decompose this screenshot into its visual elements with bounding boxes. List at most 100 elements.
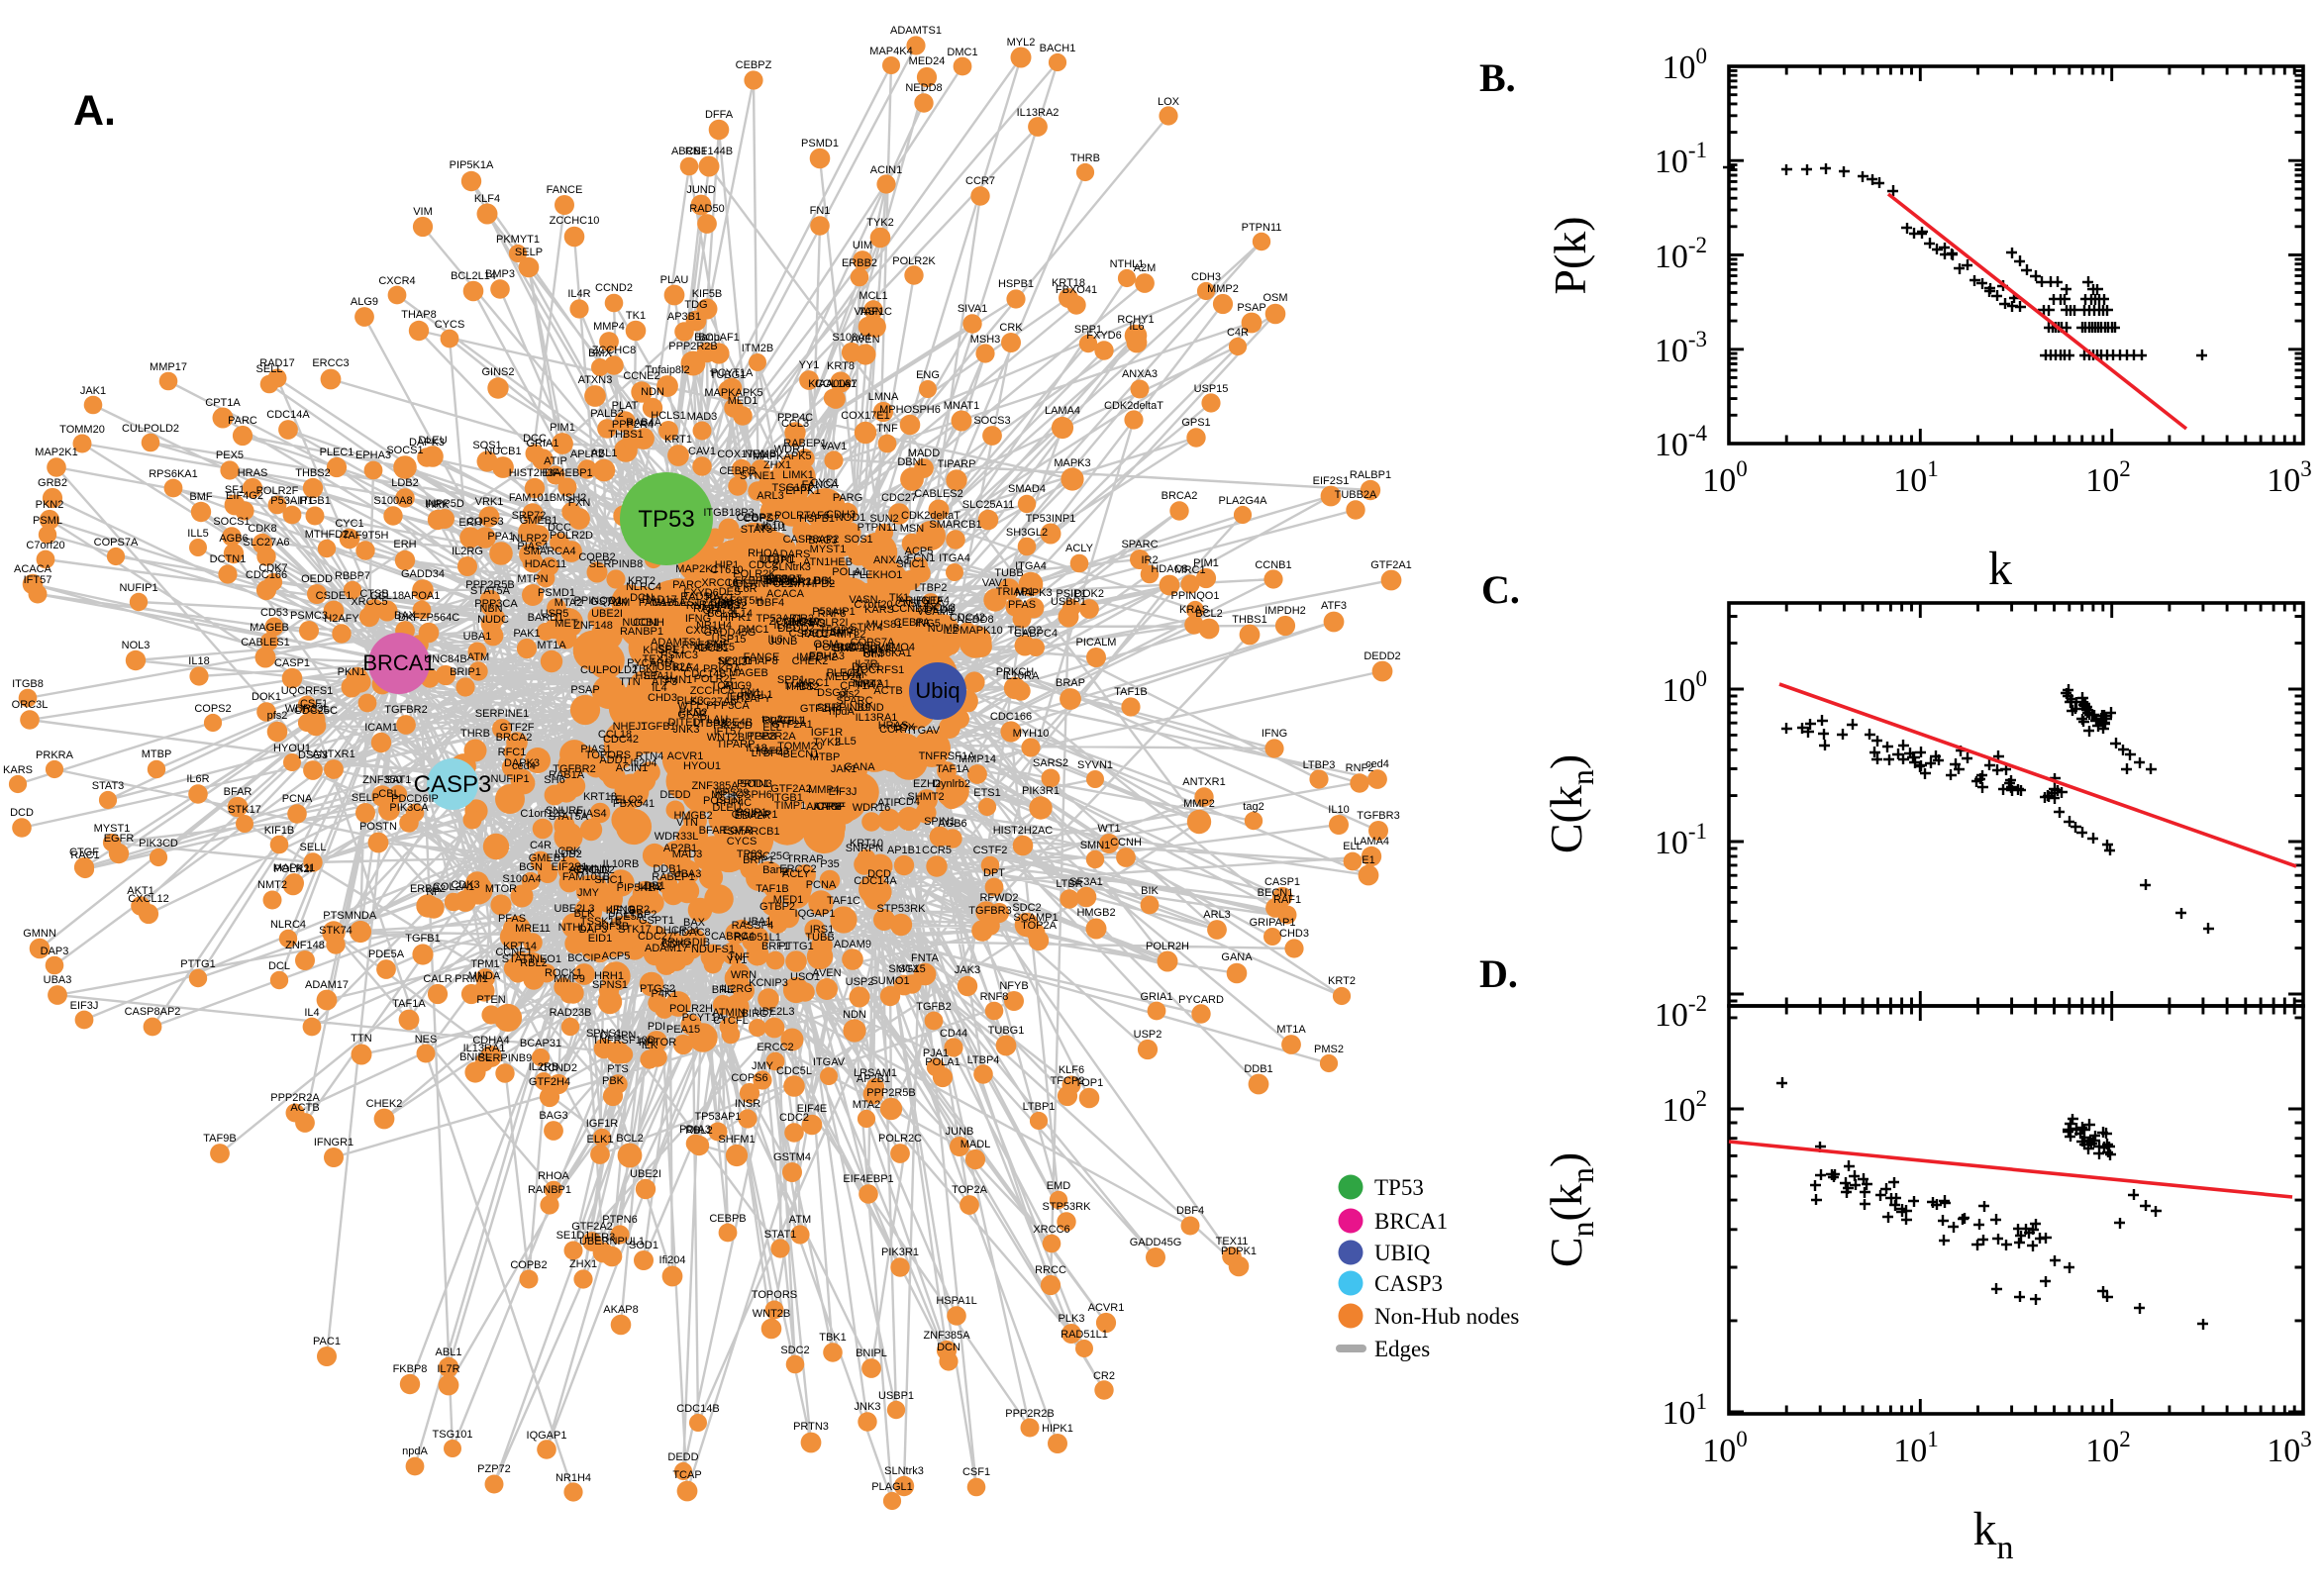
svg-text:A2M: A2M [1134,262,1157,274]
svg-text:Edges: Edges [1374,1337,1430,1361]
svg-text:FNTA: FNTA [916,595,945,607]
svg-text:CSTF2: CSTF2 [973,845,1008,856]
svg-text:CASP3: CASP3 [414,771,492,798]
svg-text:DPT: DPT [983,867,1005,879]
svg-text:CRK: CRK [557,846,581,857]
svg-text:PZP72: PZP72 [477,1463,511,1475]
svg-text:THBS2: THBS2 [784,681,819,693]
svg-text:ITGB8: ITGB8 [745,731,776,743]
svg-text:DCTN1: DCTN1 [210,553,247,565]
svg-text:GINS2: GINS2 [481,366,514,378]
svg-text:GRIPAP1: GRIPAP1 [732,809,778,821]
svg-text:PBK: PBK [602,1075,625,1087]
svg-text:DDB1: DDB1 [653,863,681,875]
svg-text:PSML: PSML [33,515,62,527]
svg-text:PSAP: PSAP [570,684,599,696]
svg-text:SOD1: SOD1 [740,778,769,790]
svg-text:COPS2: COPS2 [743,513,779,525]
svg-text:CDC14B: CDC14B [676,1403,719,1415]
svg-text:STX5: STX5 [898,963,926,975]
svg-text:ITGB8: ITGB8 [12,678,44,690]
svg-text:JAK1: JAK1 [80,385,106,397]
svg-text:STK74: STK74 [319,925,353,937]
svg-text:IL4R: IL4R [567,288,590,300]
svg-text:PICALM: PICALM [1076,637,1117,648]
svg-text:CPT1A: CPT1A [840,680,875,692]
svg-text:APOA1: APOA1 [404,590,441,602]
svg-text:CDC2: CDC2 [749,559,778,571]
svg-text:SHMT2: SHMT2 [907,791,944,803]
svg-text:TPM1: TPM1 [470,958,499,970]
svg-text:HYOU1: HYOU1 [683,760,721,772]
svg-text:IMPDH2: IMPDH2 [1264,605,1306,617]
svg-text:IL4: IL4 [304,1007,319,1019]
svg-text:CFL1: CFL1 [780,715,807,727]
svg-text:JNK3: JNK3 [673,724,700,736]
svg-text:SMAD4: SMAD4 [1008,483,1046,495]
svg-text:MTBP: MTBP [142,748,172,760]
svg-text:SDC2: SDC2 [780,1345,809,1356]
svg-text:STAT3: STAT3 [92,780,125,792]
svg-text:DCN: DCN [937,1342,960,1353]
svg-text:THRB: THRB [460,728,490,740]
svg-text:ARHGDIB: ARHGDIB [660,937,710,948]
svg-text:BGN: BGN [519,861,543,873]
svg-text:PLEC1: PLEC1 [320,447,354,458]
svg-text:DCN: DCN [630,592,654,604]
svg-text:CTGF: CTGF [816,801,846,813]
svg-text:SELP: SELP [515,247,543,258]
svg-text:CDH3: CDH3 [1191,271,1221,283]
svg-text:MT1A: MT1A [537,640,566,651]
svg-text:MCL1: MCL1 [858,290,887,302]
svg-text:MAPK10: MAPK10 [960,625,1002,637]
svg-text:ERH: ERH [393,539,416,550]
svg-text:RPS6KA1: RPS6KA1 [862,648,912,659]
svg-text:NDN: NDN [641,386,664,398]
svg-text:MTHFD2: MTHFD2 [305,529,350,541]
svg-text:ADD1: ADD1 [599,754,628,766]
svg-text:NEDD8: NEDD8 [905,82,942,94]
svg-text:TEX11: TEX11 [643,653,675,665]
svg-text:MTBP: MTBP [810,751,841,763]
svg-text:ITGB1: ITGB1 [299,495,331,507]
svg-text:LDB2: LDB2 [391,477,419,489]
svg-text:STK17: STK17 [618,924,652,936]
svg-text:HIST2H2AC: HIST2H2AC [993,825,1054,837]
svg-text:UBE2I: UBE2I [591,608,623,620]
svg-text:CDC42: CDC42 [950,612,985,624]
svg-text:BAG3: BAG3 [808,535,837,547]
svg-text:SLC27A6: SLC27A6 [689,696,736,708]
svg-text:SMN1: SMN1 [1080,840,1111,851]
svg-text:PPP2R2B: PPP2R2B [1005,1408,1055,1420]
svg-text:ced4: ced4 [512,760,536,772]
svg-text:ITGB18P3: ITGB18P3 [703,507,754,519]
svg-text:USBP1: USBP1 [878,1390,914,1402]
svg-text:STP53RK: STP53RK [877,903,927,915]
svg-text:RFWD2: RFWD2 [979,892,1018,904]
svg-text:SELL: SELL [256,363,283,375]
svg-text:P53AIP1: P53AIP1 [812,606,855,618]
svg-text:GTF2A2: GTF2A2 [770,783,812,795]
svg-text:MNAT1: MNAT1 [944,400,979,412]
svg-text:IR2: IR2 [1141,554,1158,566]
svg-text:COPS7A: COPS7A [94,537,139,549]
svg-text:BIK: BIK [1141,885,1159,897]
svg-text:EGFR: EGFR [104,833,135,845]
svg-text:PKMYT1: PKMYT1 [496,234,540,246]
svg-text:E1: E1 [1362,854,1374,866]
svg-text:MAP4K4: MAP4K4 [869,46,912,57]
svg-text:RANBP1: RANBP1 [620,626,663,638]
svg-text:PAC1: PAC1 [801,629,829,641]
svg-text:IER3: IER3 [591,1232,615,1244]
svg-text:S100A8: S100A8 [373,495,412,507]
svg-text:HSPA1L: HSPA1L [635,670,675,682]
svg-text:CXCL12: CXCL12 [128,893,169,905]
svg-text:CDC2: CDC2 [779,1112,809,1124]
svg-text:PIK3R1: PIK3R1 [881,1247,919,1258]
svg-text:EPHA3: EPHA3 [355,449,391,461]
svg-text:RASSF4: RASSF4 [732,920,774,932]
svg-text:PYCARD: PYCARD [627,657,672,669]
svg-text:TP63: TP63 [737,848,762,860]
svg-text:IL4R: IL4R [773,620,796,632]
svg-text:IL10: IL10 [762,520,783,532]
